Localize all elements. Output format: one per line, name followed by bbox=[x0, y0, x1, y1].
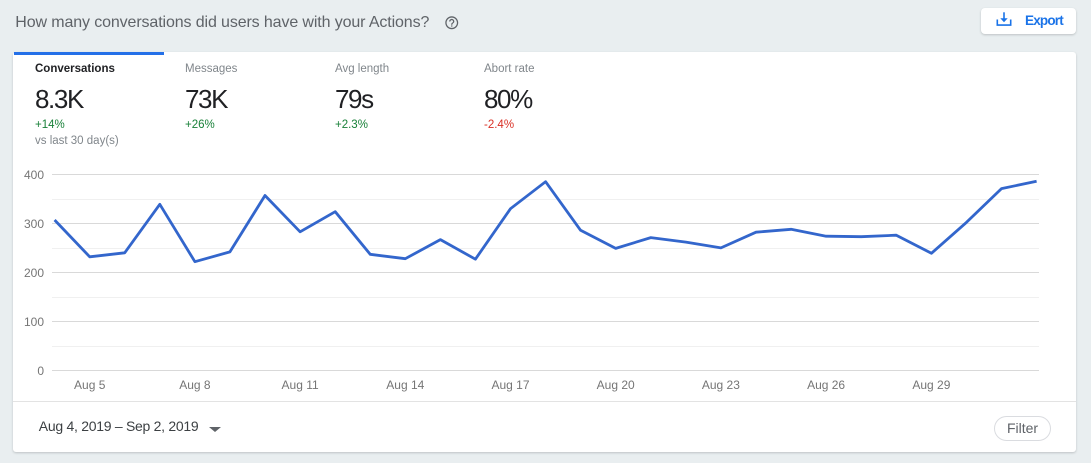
svg-text:Aug 26: Aug 26 bbox=[807, 378, 845, 392]
svg-text:Aug 5: Aug 5 bbox=[74, 378, 106, 392]
svg-text:200: 200 bbox=[24, 266, 44, 280]
svg-text:Aug 14: Aug 14 bbox=[386, 378, 424, 392]
svg-text:Aug 11: Aug 11 bbox=[282, 378, 319, 392]
svg-text:100: 100 bbox=[24, 315, 44, 329]
svg-text:400: 400 bbox=[24, 168, 44, 182]
svg-text:0: 0 bbox=[37, 364, 44, 378]
svg-text:Aug 8: Aug 8 bbox=[179, 378, 211, 392]
svg-text:Aug 29: Aug 29 bbox=[912, 378, 950, 392]
svg-text:300: 300 bbox=[24, 217, 44, 231]
svg-text:Aug 17: Aug 17 bbox=[491, 378, 529, 392]
svg-text:Aug 23: Aug 23 bbox=[702, 378, 740, 392]
svg-text:Aug 20: Aug 20 bbox=[597, 378, 635, 392]
